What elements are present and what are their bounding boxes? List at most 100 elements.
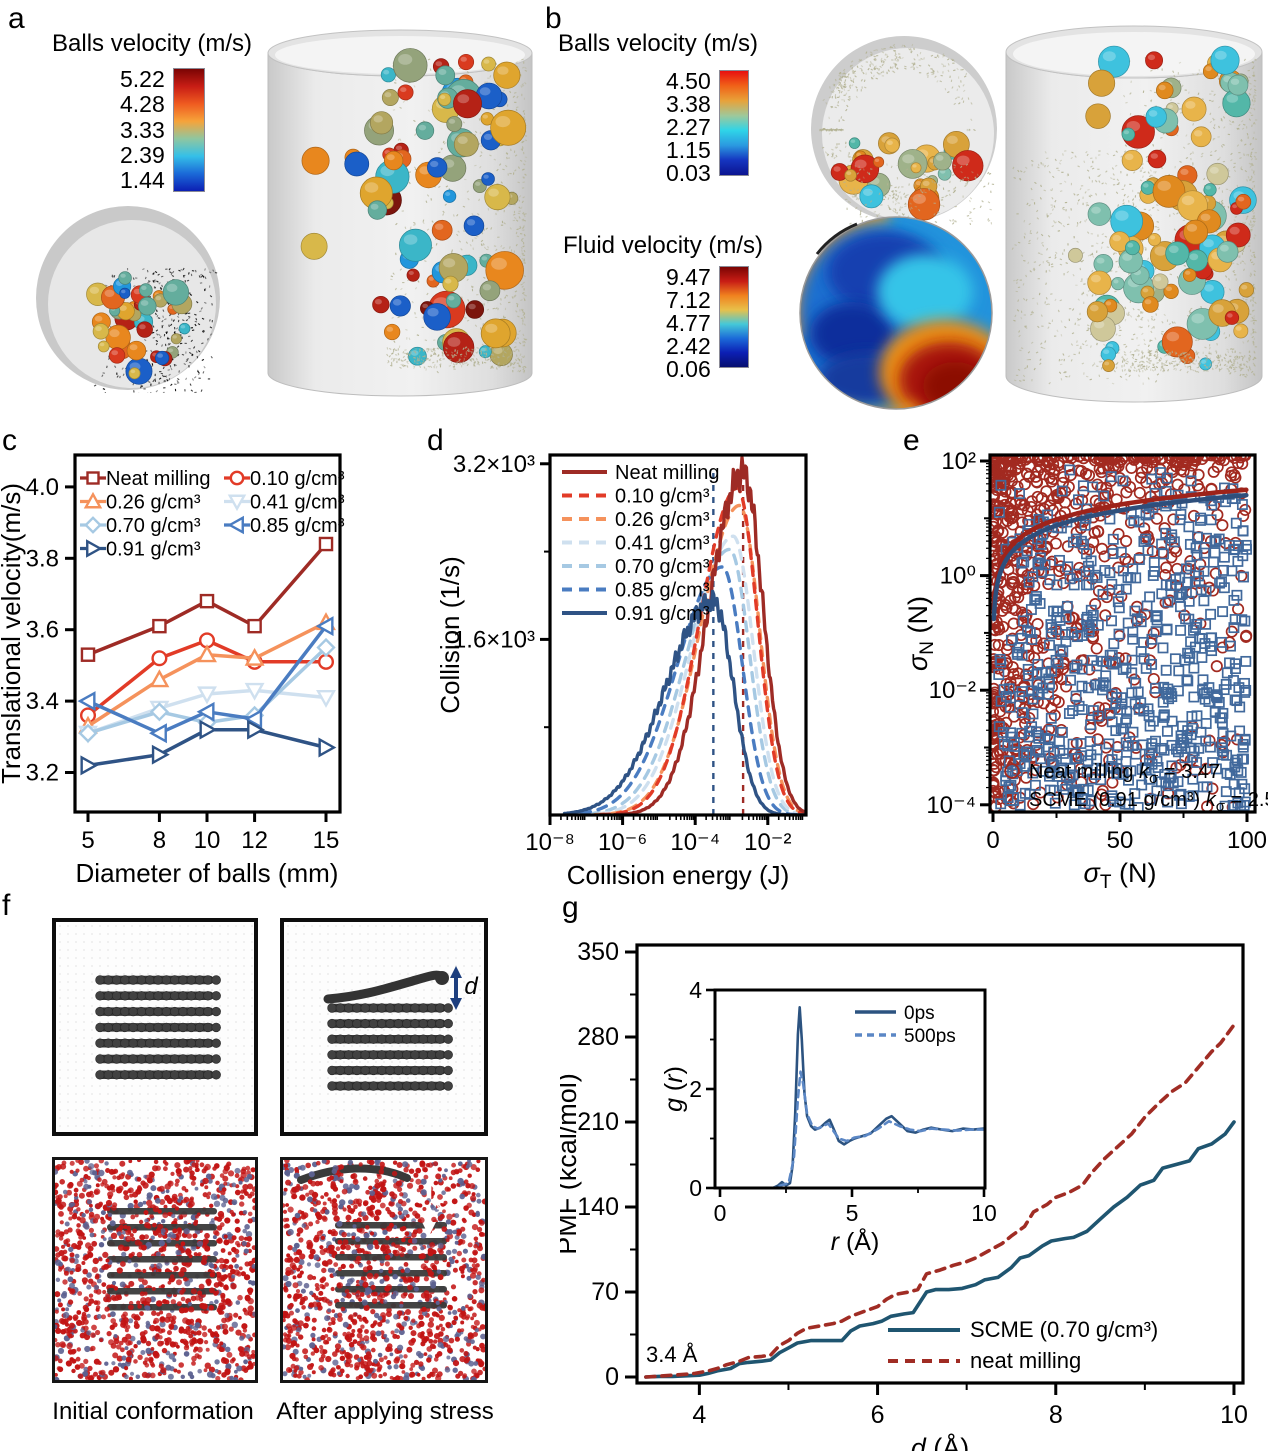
powder-grain	[1176, 212, 1179, 215]
powder-grain	[1025, 298, 1028, 302]
powder-grain	[1212, 126, 1216, 130]
powder-grain	[1253, 89, 1257, 92]
powder-grain	[1115, 366, 1118, 370]
ball-highlight	[398, 54, 413, 65]
powder-grain	[1254, 234, 1257, 237]
powder-grain	[504, 307, 507, 311]
colorbar-tick-labels: 5.22 4.28 3.33 2.39 1.44	[120, 68, 165, 192]
powder-grain	[892, 193, 895, 196]
powder-grain	[481, 361, 484, 364]
powder-grain	[891, 66, 894, 69]
powder-grain	[898, 55, 901, 59]
powder-grain	[1208, 346, 1211, 350]
powder-grain	[1088, 176, 1091, 179]
tick-label: 3.6	[26, 617, 59, 644]
powder-grain	[162, 391, 165, 393]
powder-grain	[1029, 232, 1033, 235]
powder-grain	[511, 351, 513, 354]
powder-grain	[1082, 251, 1085, 254]
powder-grain	[869, 200, 873, 203]
ball-highlight	[1229, 226, 1240, 235]
powder-grain	[194, 320, 198, 323]
powder-grain	[1208, 344, 1211, 347]
powder-grain	[406, 361, 409, 365]
powder-grain	[158, 381, 160, 385]
powder-grain	[918, 195, 921, 198]
powder-grain	[1240, 168, 1243, 171]
ball-highlight	[922, 180, 930, 187]
powder-grain	[961, 178, 965, 181]
powder-grain	[1047, 235, 1051, 238]
milling-ball	[1181, 96, 1207, 122]
powder-grain	[182, 274, 186, 277]
powder-grain	[161, 374, 165, 378]
powder-grain	[1031, 159, 1034, 162]
powder-grain	[159, 335, 162, 339]
powder-grain	[1254, 319, 1257, 322]
powder-grain	[462, 121, 466, 124]
ball-highlight	[466, 219, 476, 226]
powder-grain	[470, 286, 474, 289]
powder-grain	[1045, 282, 1047, 286]
ball-highlight	[1203, 239, 1214, 248]
powder-grain	[1068, 308, 1072, 310]
powder-grain	[1123, 193, 1126, 197]
powder-grain	[505, 362, 509, 366]
milling-balls	[830, 131, 984, 221]
powder-grain	[149, 392, 152, 393]
milling-ball	[446, 116, 463, 132]
powder-grain	[393, 358, 395, 361]
powder-grain	[922, 165, 926, 168]
powder-grain	[953, 69, 956, 72]
powder-grain	[886, 163, 888, 166]
panel-g-label: g	[562, 891, 579, 924]
powder-grain	[433, 339, 436, 341]
powder-grain	[878, 68, 880, 71]
powder-grain	[489, 154, 492, 157]
powder-grain	[1180, 111, 1183, 114]
milling-balls	[86, 271, 193, 385]
powder-grain	[851, 195, 854, 198]
powder-grain	[1158, 359, 1162, 362]
powder-grain	[1254, 158, 1258, 160]
ball-highlight	[1191, 313, 1205, 324]
powder-grain	[893, 45, 896, 49]
powder-grain	[880, 204, 883, 206]
ball-highlight	[488, 188, 499, 197]
powder-grain	[435, 365, 438, 369]
powder-grain	[1244, 375, 1247, 378]
powder-grain	[1023, 170, 1026, 174]
legend-label: 0.85 g/cm³	[250, 515, 345, 537]
ball-highlight	[400, 87, 407, 93]
powder-grain	[513, 295, 516, 298]
powder-grain	[1022, 374, 1026, 378]
powder-grain	[456, 233, 459, 237]
milling-ball	[884, 137, 900, 153]
powder-grain	[894, 63, 897, 66]
powder-grain	[873, 57, 876, 61]
powder-grain	[1106, 152, 1110, 155]
powder-grain	[1252, 211, 1255, 215]
powder-grain	[856, 189, 860, 192]
powder-grain	[863, 79, 866, 83]
powder-grain	[1253, 71, 1255, 74]
ball-highlight	[485, 323, 498, 333]
powder-grain	[1252, 95, 1255, 99]
powder-grain	[521, 93, 523, 97]
milling-ball	[92, 323, 110, 340]
powder-grain	[848, 156, 851, 158]
milling-ball	[437, 92, 452, 106]
powder-grain	[1226, 348, 1229, 351]
milling-ball	[490, 109, 527, 146]
powder-grain	[1064, 325, 1067, 329]
powder-grain	[1147, 171, 1150, 174]
powder-grain	[473, 348, 476, 350]
milling-ball	[1087, 270, 1112, 295]
powder-grain	[1089, 253, 1093, 256]
marker-triangle-down	[197, 686, 217, 705]
powder-grain	[474, 324, 478, 327]
powder-grain	[198, 377, 201, 379]
powder-grain	[853, 196, 856, 198]
powder-grain	[1086, 231, 1090, 234]
